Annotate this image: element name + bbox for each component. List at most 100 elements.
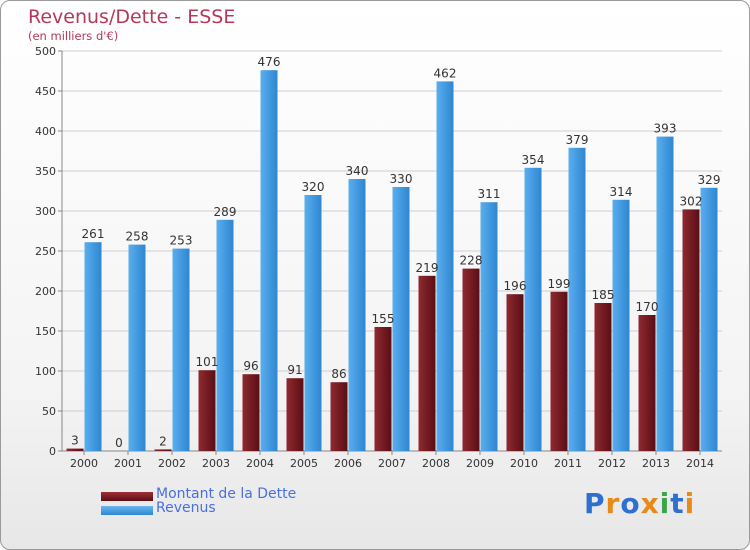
logo-letter: r [605,487,621,520]
data-label-revenue: 314 [610,185,633,199]
chart-title: Revenus/Dette - ESSE [28,6,236,28]
logo-letter: i [659,487,671,520]
data-label-debt: 228 [460,254,483,268]
x-tick-label: 2007 [378,457,406,470]
x-tick-label: 2004 [246,457,274,470]
data-label-revenue: 330 [390,172,413,186]
data-label-debt: 0 [115,436,123,450]
bar-debt-2004 [242,374,260,451]
bar-revenue-2001 [128,244,146,451]
data-label-debt: 185 [592,288,615,302]
data-label-debt: 196 [504,279,527,293]
data-label-debt: 170 [636,300,659,314]
data-label-revenue: 311 [478,187,501,201]
y-tick-label: 450 [35,85,56,98]
legend-label-debt: Montant de la Dette [156,486,297,502]
logo-letter: t [670,487,685,520]
y-tick-label: 500 [35,45,56,58]
bar-revenue-2004 [260,70,278,451]
bar-debt-2014 [682,209,700,451]
x-tick-label: 2012 [598,457,626,470]
y-tick-label: 0 [49,445,56,458]
bar-debt-2009 [462,268,480,451]
x-tick-label: 2010 [510,457,538,470]
x-tick-label: 2006 [334,457,362,470]
x-tick-label: 2013 [642,457,670,470]
x-tick-label: 2000 [70,457,98,470]
proxiti-logo: Proxiti [584,487,695,520]
data-label-debt: 96 [243,359,258,373]
y-tick-label: 100 [35,365,56,378]
data-label-revenue: 476 [258,55,281,69]
data-label-debt: 219 [416,261,439,275]
bar-debt-2012 [594,303,612,451]
bar-revenue-2009 [480,202,498,451]
data-label-revenue: 379 [566,133,589,147]
data-label-revenue: 393 [654,122,677,136]
x-tick-label: 2008 [422,457,450,470]
y-tick-label: 150 [35,325,56,338]
bar-revenue-2011 [568,147,586,452]
x-tick-label: 2005 [290,457,318,470]
legend-label-revenue: Revenus [156,500,216,516]
data-label-debt: 199 [548,277,571,291]
data-label-revenue: 261 [82,227,105,241]
bar-revenue-2014 [700,187,718,452]
logo-letter: i [684,487,696,520]
data-label-revenue: 340 [346,164,369,178]
y-tick-label: 50 [42,405,56,418]
bar-debt-2010 [506,294,524,451]
bar-debt-2007 [374,327,392,451]
bar-debt-2000 [66,448,84,451]
data-label-revenue: 253 [170,234,193,248]
bar-revenue-2012 [612,199,630,451]
bar-revenue-2013 [656,136,674,451]
x-tick-label: 2014 [686,457,714,470]
logo-letter: o [620,487,641,520]
data-label-revenue: 354 [522,153,545,167]
data-label-debt: 101 [196,355,219,369]
logo-letter: x [640,487,660,520]
bar-debt-2003 [198,370,216,451]
bar-revenue-2007 [392,187,410,451]
data-label-debt: 86 [331,367,346,381]
data-label-debt: 3 [71,434,79,448]
bar-revenue-2003 [216,219,234,451]
bar-debt-2002 [154,449,172,451]
bar-debt-2005 [286,378,304,451]
y-tick-label: 350 [35,165,56,178]
bar-revenue-2008 [436,81,454,452]
bar-revenue-2000 [84,242,102,451]
data-label-debt: 302 [680,194,703,208]
y-tick-label: 200 [35,285,56,298]
x-tick-label: 2001 [114,457,142,470]
data-label-revenue: 329 [698,173,721,187]
x-tick-label: 2009 [466,457,494,470]
y-tick-label: 400 [35,125,56,138]
x-tick-label: 2011 [554,457,582,470]
data-label-debt: 91 [287,363,302,377]
data-label-revenue: 320 [302,180,325,194]
y-tick-label: 250 [35,245,56,258]
y-tick-label: 300 [35,205,56,218]
data-label-revenue: 462 [434,66,457,80]
bar-revenue-2010 [524,167,542,452]
logo-letter: P [584,487,606,520]
bar-debt-2013 [638,315,656,451]
data-label-revenue: 289 [214,205,237,219]
legend-swatch-debt [101,492,153,501]
data-label-debt: 2 [159,434,167,448]
bar-debt-2008 [418,275,436,451]
bar-debt-2006 [330,382,348,451]
chart-subtitle: (en milliers d'€) [28,29,119,43]
x-tick-label: 2003 [202,457,230,470]
data-label-debt: 155 [372,312,395,326]
bar-debt-2011 [550,291,568,451]
bar-revenue-2006 [348,179,366,451]
bar-revenue-2005 [304,195,322,451]
legend-swatch-revenue [101,506,153,515]
bar-revenue-2002 [172,248,190,451]
data-label-revenue: 258 [126,230,149,244]
